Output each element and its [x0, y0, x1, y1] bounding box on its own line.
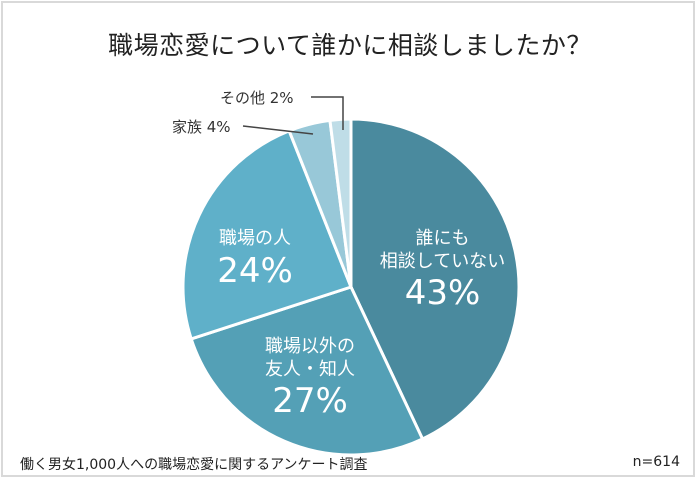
leader-line-family: [242, 125, 314, 135]
chart-frame: [1, 1, 695, 477]
slice-label-friends: 職場以外の 友人・知人 27%: [265, 336, 355, 421]
slice-label-family: 家族 4%: [172, 118, 231, 136]
slice-label-work: 職場の人 24%: [217, 228, 293, 291]
sample-size: n=614: [632, 454, 680, 470]
pie-slice-friends: [189, 285, 425, 457]
source-note: 働く男女1,000人への職場恋愛に関するアンケート調査: [20, 457, 368, 473]
pie-slice-other: [328, 117, 353, 288]
slice-label-other: その他 2%: [220, 89, 294, 107]
leader-line-other: [311, 96, 344, 130]
chart-title: 職場恋愛について誰かに相談しましたか？: [108, 31, 592, 60]
slice-label-none: 誰にも 相談していない 43%: [379, 228, 506, 313]
pie-slice-none: [349, 117, 521, 442]
